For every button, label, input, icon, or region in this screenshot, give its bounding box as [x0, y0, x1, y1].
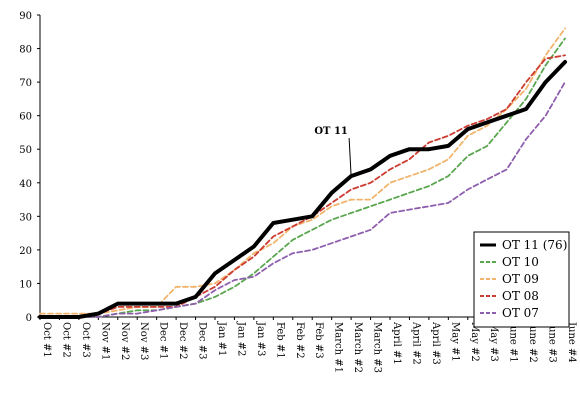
x-tick-label: Dec #1	[158, 322, 169, 359]
x-tick-label: Jan #3	[255, 321, 266, 356]
x-tick-label: May #2	[469, 322, 480, 362]
x-tick-label: Dec #2	[177, 322, 188, 359]
y-tick-label: 80	[19, 45, 32, 56]
x-tick-label: April #1	[391, 321, 402, 365]
x-tick-label: Oct #3	[80, 322, 91, 358]
x-tick-label: Feb #1	[274, 322, 285, 359]
y-tick-label: 60	[19, 112, 32, 123]
legend-label: OT 08	[502, 289, 539, 303]
annotation-layer: OT 11	[314, 126, 352, 177]
x-tick-label: June #1	[508, 321, 519, 363]
series-line	[38, 60, 567, 319]
x-tick-label: Nov #1	[99, 322, 110, 360]
x-tick-label: Oct #1	[41, 322, 52, 358]
y-tick-label: 20	[19, 246, 32, 257]
legend-label: OT 11 (76)	[502, 238, 567, 252]
x-tick-label: March #1	[333, 322, 344, 373]
series-line	[39, 81, 566, 318]
x-tick-label: June #2	[527, 321, 538, 363]
x-tick-label: April #2	[410, 321, 421, 365]
y-tick-label: 0	[26, 313, 32, 324]
y-tick-label: 30	[19, 212, 32, 223]
chart-axes: 0 10 20 30 40 50 60 70 80 90 Oct #1 Oct #2 Oct #3 Nov…	[19, 11, 577, 373]
x-tick-label: June #3	[547, 321, 558, 363]
y-tick-label: 40	[19, 179, 32, 190]
y-tick-label: 90	[19, 11, 32, 22]
x-tick-label: Feb #3	[313, 322, 324, 359]
x-tick-label: May #1	[449, 322, 460, 362]
y-tick-label: 50	[19, 145, 32, 156]
x-tick-label: Nov #3	[138, 322, 149, 360]
series-line	[39, 54, 566, 318]
x-tick-label: March #2	[352, 322, 363, 373]
y-tick-label: 10	[19, 279, 32, 290]
legend-label: OT 07	[502, 306, 539, 320]
x-tick-label: Dec #3	[197, 322, 208, 359]
y-tick-label: 70	[19, 78, 32, 89]
annotation-label: OT 11	[314, 126, 348, 137]
x-tick-label: Feb #2	[294, 322, 305, 359]
x-tick-label: Jan #1	[216, 321, 227, 356]
series-line	[39, 37, 566, 318]
series-line	[39, 27, 566, 315]
x-tick-label: June #4	[566, 321, 577, 363]
series-layer	[38, 27, 567, 319]
x-tick-label: April #3	[430, 321, 441, 365]
annotation-pointer	[348, 138, 352, 177]
x-tick-label: May #3	[488, 322, 499, 362]
legend-label: OT 09	[502, 272, 539, 286]
x-tick-label: Nov #2	[119, 322, 130, 360]
legend: OT 11 (76) OT 10 OT 09 OT 08 OT 07	[473, 231, 570, 328]
x-tick-label: Jan #2	[235, 321, 246, 356]
x-tick-label: March #3	[372, 322, 383, 373]
x-tick-label: Oct #2	[60, 322, 71, 358]
legend-label: OT 10	[502, 255, 539, 269]
